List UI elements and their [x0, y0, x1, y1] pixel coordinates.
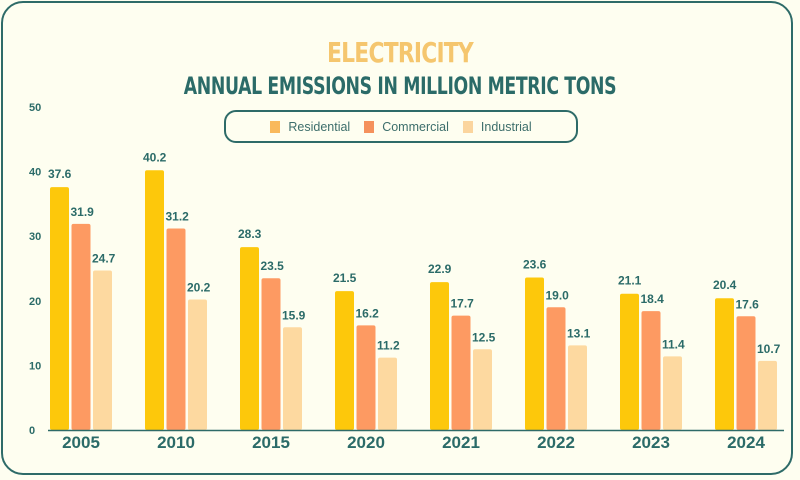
bar-industrial-2015 — [283, 327, 302, 430]
bar-industrial-2005 — [93, 270, 112, 430]
bar-commercial-2022 — [546, 307, 566, 430]
data-label-industrial-2021: 12.5 — [472, 330, 496, 344]
y-tick-label: 50 — [29, 102, 41, 114]
data-label-commercial-2023: 18.4 — [641, 292, 665, 306]
bar-industrial-2020 — [378, 357, 397, 430]
data-label-residential-2023: 21.1 — [618, 274, 642, 288]
x-tick-label: 2010 — [157, 433, 195, 452]
bar-commercial-2010 — [166, 228, 186, 430]
legend-label-residential: Residential — [288, 119, 351, 134]
bar-residential-2005 — [50, 187, 69, 430]
data-label-industrial-2023: 11.4 — [662, 337, 685, 351]
data-label-commercial-2010: 31.2 — [166, 209, 190, 223]
x-tick-label: 2022 — [537, 433, 575, 452]
data-label-commercial-2021: 17.7 — [451, 297, 475, 311]
y-tick-label: 0 — [29, 425, 35, 437]
x-tick-label: 2024 — [727, 433, 765, 452]
bar-industrial-2010 — [188, 299, 207, 430]
bar-residential-2015 — [240, 247, 259, 430]
legend-swatch-residential — [270, 120, 281, 133]
y-tick-label: 40 — [29, 167, 41, 179]
bar-commercial-2023 — [641, 311, 661, 430]
data-label-residential-2021: 22.9 — [428, 262, 452, 276]
bar-commercial-2024 — [736, 316, 756, 430]
legend-item-residential[interactable]: Residential — [270, 120, 350, 134]
legend-item-commercial[interactable]: Commercial — [364, 120, 449, 134]
bar-industrial-2023 — [663, 356, 682, 430]
y-tick-label: 10 — [29, 360, 41, 372]
x-tick-label: 2020 — [347, 433, 385, 452]
legend-swatch-commercial — [364, 120, 375, 133]
data-label-industrial-2005: 24.7 — [92, 251, 116, 265]
bar-residential-2022 — [525, 277, 544, 430]
data-label-residential-2005: 37.6 — [48, 167, 72, 181]
data-label-industrial-2010: 20.2 — [187, 281, 211, 295]
bar-commercial-2021 — [451, 315, 471, 430]
data-label-residential-2015: 28.3 — [238, 227, 262, 241]
bar-residential-2010 — [145, 170, 164, 431]
bar-industrial-2021 — [473, 349, 492, 430]
data-label-industrial-2024: 10.7 — [757, 342, 781, 356]
data-label-residential-2022: 23.6 — [523, 258, 547, 272]
legend-label-industrial: Industrial — [480, 119, 532, 134]
bar-commercial-2005 — [71, 223, 91, 430]
legend-item-industrial[interactable]: Industrial — [462, 119, 532, 134]
bar-commercial-2015 — [261, 278, 281, 430]
bar-residential-2020 — [335, 291, 354, 430]
bar-residential-2021 — [430, 282, 449, 430]
x-tick-label: 2021 — [442, 433, 480, 452]
legend: Residential Commercial Industrial — [224, 110, 578, 143]
y-tick-label: 30 — [29, 231, 41, 243]
bar-residential-2023 — [620, 293, 639, 430]
data-label-residential-2010: 40.2 — [143, 150, 167, 164]
x-tick-label: 2023 — [632, 433, 670, 452]
data-label-commercial-2005: 31.9 — [71, 205, 95, 219]
data-label-residential-2024: 20.4 — [713, 278, 737, 292]
y-tick-label: 20 — [29, 296, 41, 308]
data-label-commercial-2015: 23.5 — [261, 259, 285, 273]
x-tick-label: 2015 — [252, 433, 290, 452]
bar-industrial-2022 — [568, 345, 587, 430]
data-label-industrial-2020: 11.2 — [377, 339, 400, 353]
legend-label-commercial: Commercial — [382, 119, 449, 134]
chart-title: ELECTRICITY — [327, 36, 474, 69]
data-label-commercial-2022: 19.0 — [546, 288, 570, 302]
data-label-commercial-2020: 16.2 — [356, 306, 380, 320]
bar-residential-2024 — [715, 298, 734, 430]
bar-industrial-2024 — [758, 360, 777, 430]
legend-swatch-industrial — [462, 120, 473, 133]
bar-commercial-2020 — [356, 325, 376, 430]
x-tick-label: 2005 — [62, 433, 100, 452]
data-label-industrial-2015: 15.9 — [282, 308, 306, 322]
data-label-residential-2020: 21.5 — [333, 271, 357, 285]
data-label-industrial-2022: 13.1 — [567, 326, 591, 340]
chart-subtitle: ANNUAL EMISSIONS IN MILLION METRIC TONS — [183, 72, 617, 100]
data-label-commercial-2024: 17.6 — [736, 297, 760, 311]
